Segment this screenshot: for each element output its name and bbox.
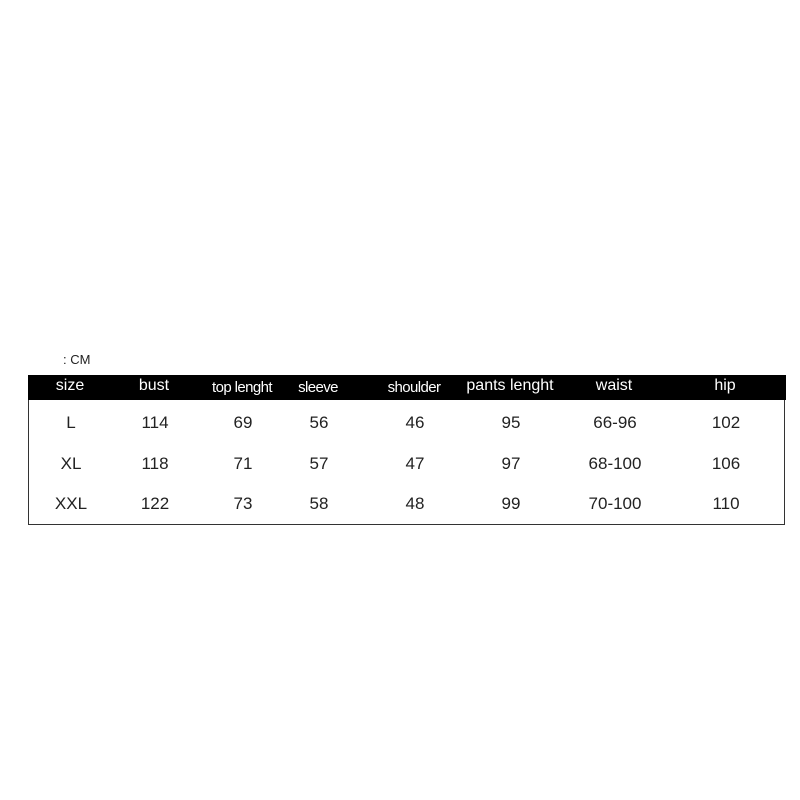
table-cell: 57 [309,454,329,473]
column-header: hip [714,377,736,394]
size-chart-table: size bust top lenght sleeve shoulder pants le… [28,375,786,525]
column-header: sleeve [298,379,338,396]
table-header: size bust top lenght sleeve shoulder pants le… [28,375,786,400]
table-cell: 69 [233,413,253,432]
table-cell: 97 [501,454,521,473]
table-cell: 66-96 [593,413,637,432]
table-cell: XL [60,454,82,473]
table-cell: L [66,413,76,432]
table-cell: 118 [141,454,169,473]
table-cell: XXL [54,494,88,513]
table-cell: 95 [501,413,521,432]
column-header: pants lenght [466,377,554,394]
column-header: bust [138,377,170,394]
table-cell: 68-100 [588,454,642,473]
table-cell: 122 [140,494,170,513]
table-cell: 58 [309,494,329,513]
column-header: top lenght [212,379,272,396]
column-header: size [55,377,85,394]
table-cell: 46 [405,413,425,432]
table-cell: 106 [711,454,741,473]
table-cell: 114 [141,413,169,432]
table-cell: 48 [405,494,425,513]
table-cell: 102 [711,413,741,432]
table-cell: 99 [501,494,521,513]
table-cell: 71 [233,454,253,473]
table-cell: 73 [233,494,253,513]
table-cell: 70-100 [588,494,642,513]
table-cell: 110 [712,494,740,513]
column-header: shoulder [387,379,441,396]
table-cell: 56 [309,413,329,432]
column-header: waist [595,377,633,394]
unit-label: : CM [63,352,91,367]
table-cell: 47 [405,454,425,473]
